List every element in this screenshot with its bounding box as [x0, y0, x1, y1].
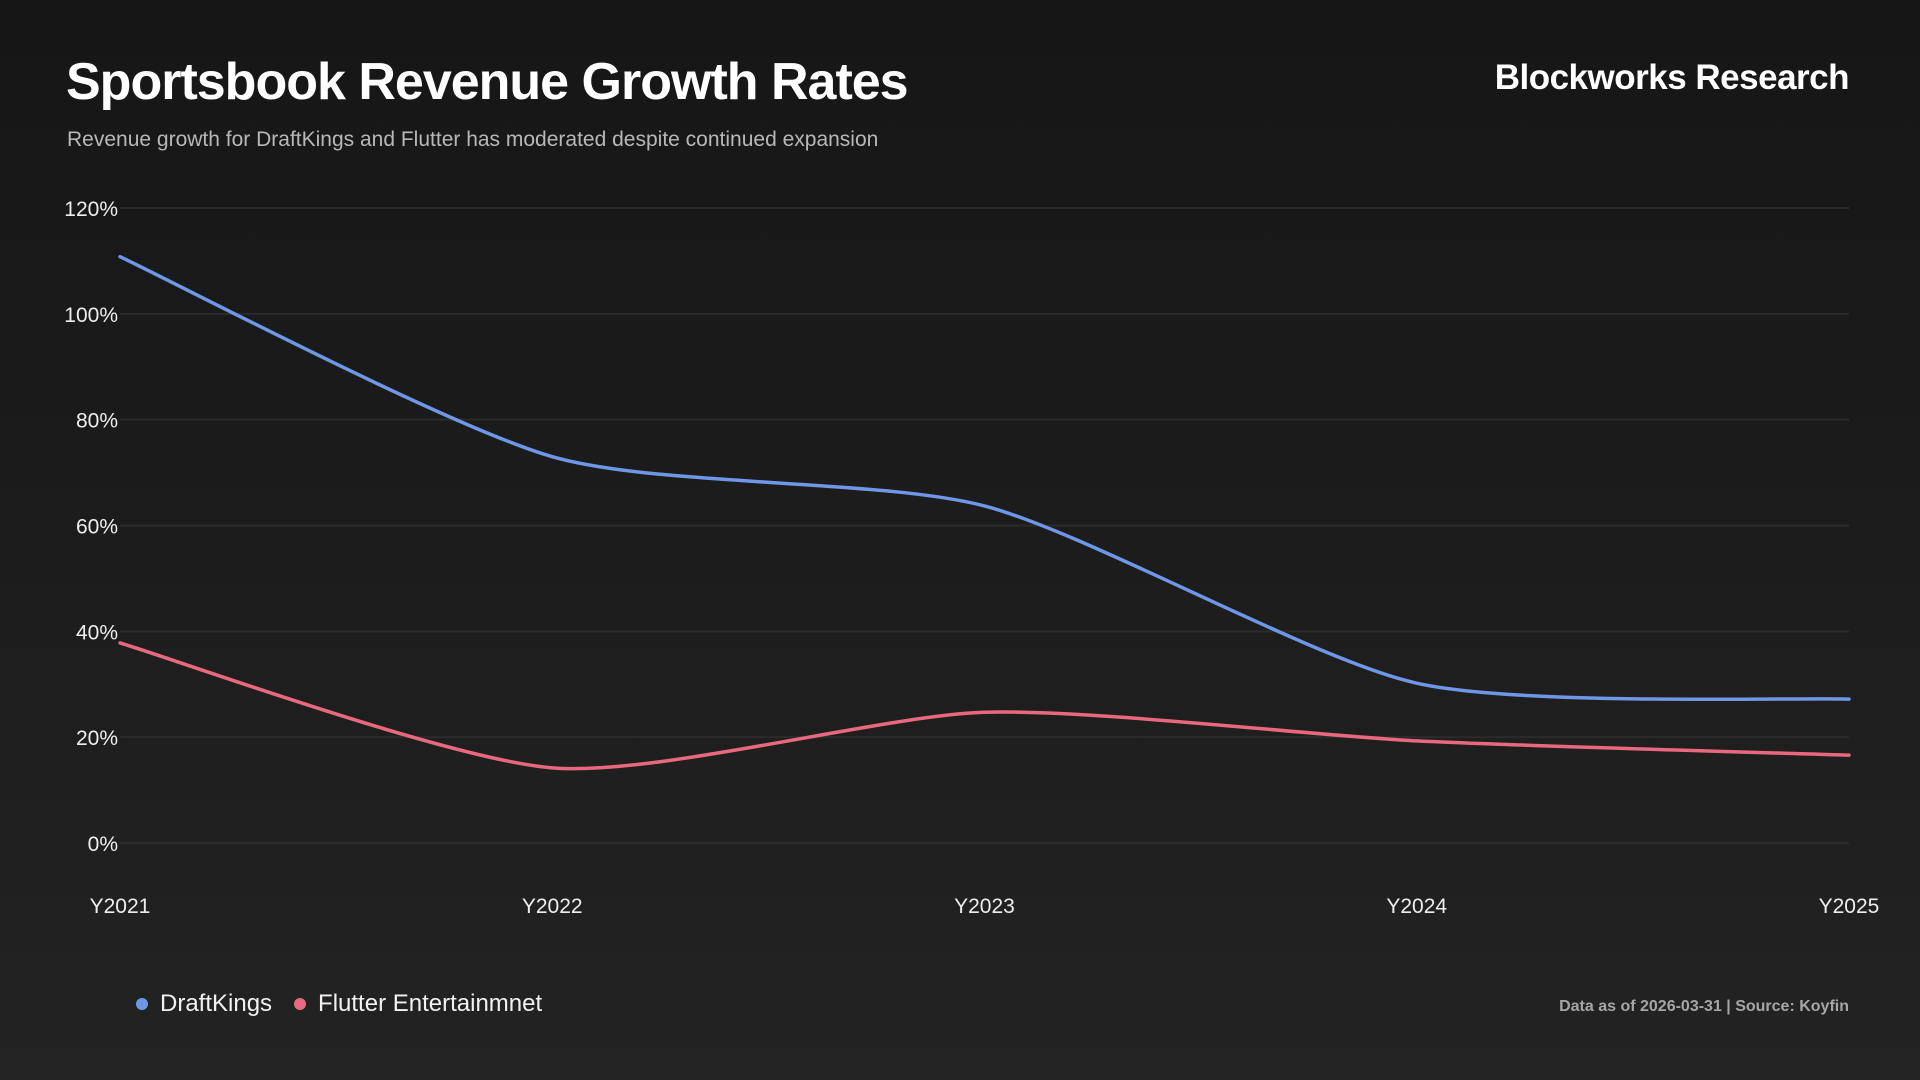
legend-item-draftkings[interactable]: DraftKings	[136, 990, 272, 1018]
legend: DraftKings Flutter Entertainmnet	[136, 990, 542, 1018]
y-tick-label: 120%	[64, 198, 118, 221]
series-line-draftkings	[118, 254, 1851, 702]
series-line-flutter	[118, 641, 1851, 771]
y-tick-label: 20%	[76, 727, 118, 750]
y-tick-label: 40%	[76, 621, 118, 644]
legend-item-flutter[interactable]: Flutter Entertainmnet	[294, 990, 542, 1018]
x-tick-label: Y2024	[1386, 895, 1447, 918]
y-tick-label: 60%	[76, 516, 118, 539]
y-tick-label: 100%	[64, 304, 118, 327]
x-tick-label: Y2025	[1819, 895, 1880, 918]
line-chart: 0% 20% 40% 60% 80% 100% 120% Y2021 Y2022 Y2023 Y20…	[64, 198, 1880, 918]
chart-subtitle: Revenue growth for DraftKings and Flutte…	[67, 128, 879, 151]
y-tick-label: 80%	[76, 410, 118, 433]
source-note: Data as of 2026-03-31 | Source: Koyfin	[1559, 998, 1849, 1015]
legend-dot-icon	[136, 998, 148, 1010]
legend-label: Flutter Entertainmnet	[318, 990, 543, 1017]
x-tick-label: Y2021	[90, 895, 151, 918]
brand-logo: Blockworks Research	[1494, 58, 1850, 97]
legend-label: DraftKings	[160, 990, 273, 1017]
x-tick-label: Y2023	[954, 895, 1015, 918]
chart-title: Sportsbook Revenue Growth Rates	[66, 53, 909, 111]
legend-dot-icon	[294, 998, 307, 1010]
y-tick-label: 0%	[88, 833, 118, 856]
x-tick-label: Y2022	[522, 895, 583, 918]
